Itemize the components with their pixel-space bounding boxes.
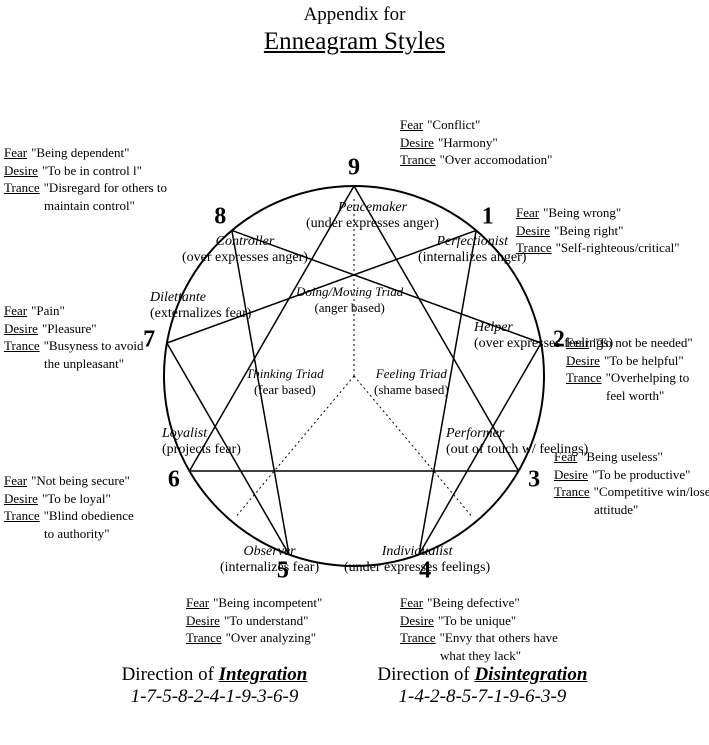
footer-row: Direction of Integration 1-7-5-8-2-4-1-9… — [0, 664, 709, 708]
type-number-4: 4 — [419, 558, 431, 585]
header: Appendix for Enneagram Styles — [0, 0, 709, 56]
type-number-1: 1 — [482, 203, 494, 230]
type-label-1: Perfectionist(internalizes anger) — [418, 234, 526, 266]
type-label-9: Peacemaker(under expresses anger) — [306, 200, 439, 232]
annot-5: Fear"Being incompetent" Desire"To unders… — [186, 594, 322, 647]
integration-block: Direction of Integration 1-7-5-8-2-4-1-9… — [122, 664, 308, 708]
annot-2: Fear"To not be needed" Desire"To be help… — [566, 334, 693, 404]
triad-thinking: Thinking Triad(fear based) — [246, 366, 324, 397]
disintegration-block: Direction of Disintegration 1-4-2-8-5-7-… — [377, 664, 587, 708]
type-label-7: Dilettante(externalizes fear) — [150, 290, 251, 322]
annot-6: Fear"Not being secure" Desire"To be loya… — [4, 472, 134, 542]
annot-7: Fear"Pain" Desire"Pleasure" Trance"Busyn… — [4, 302, 144, 372]
type-number-6: 6 — [168, 467, 180, 494]
triad-doing: Doing/Moving Triad(anger based) — [296, 284, 403, 315]
type-number-9: 9 — [348, 155, 360, 182]
annot-3: Fear"Being useless" Desire"To be product… — [554, 448, 709, 518]
annot-1: Fear"Being wrong" Desire"Being right" Tr… — [516, 204, 680, 257]
page-root: Appendix for Enneagram Styles Peacemaker… — [0, 0, 709, 708]
annot-9: Fear"Conflict" Desire"Harmony" Trance"Ov… — [400, 116, 552, 169]
type-label-6: Loyalist(projects fear) — [162, 426, 241, 458]
triad-feeling: Feeling Triad(shame based) — [374, 366, 449, 397]
type-label-8: Controller(over expresses anger) — [182, 234, 308, 266]
type-number-2: 2 — [553, 326, 565, 353]
type-number-5: 5 — [277, 558, 289, 585]
annot-8: Fear"Being dependent" Desire"To be in co… — [4, 144, 167, 214]
appendix-label: Appendix for — [0, 4, 709, 26]
annot-4: Fear"Being defective" Desire"To be uniqu… — [400, 594, 558, 664]
type-label-4: Individualist(under expresses feelings) — [344, 544, 490, 576]
type-number-3: 3 — [528, 467, 540, 494]
footer: Direction of Integration 1-7-5-8-2-4-1-9… — [0, 664, 709, 708]
type-number-7: 7 — [143, 326, 155, 353]
page-title: Enneagram Styles — [0, 28, 709, 56]
type-number-8: 8 — [214, 203, 226, 230]
type-label-5: Observer(internalizes fear) — [220, 544, 319, 576]
enneagram-diagram: Peacemaker(under expresses anger) Perfec… — [0, 56, 709, 656]
